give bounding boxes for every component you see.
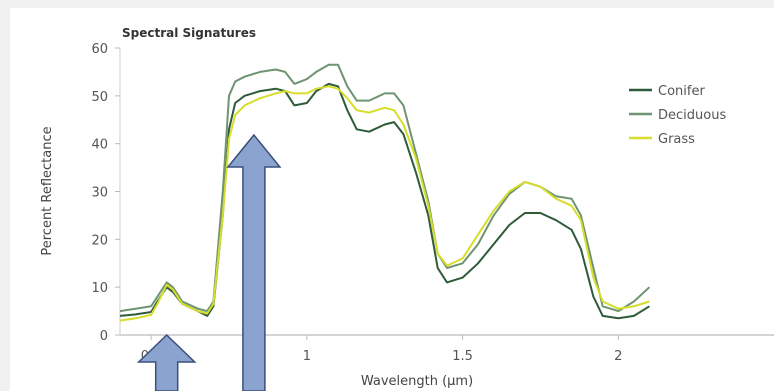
y-tick-label: 40 (91, 138, 108, 153)
arrow-green-peak (136, 333, 197, 391)
y-tick-label: 10 (91, 281, 108, 296)
x-tick-label: 1.5 (452, 349, 473, 364)
y-tick-label: 30 (91, 186, 108, 201)
series-lines (119, 63, 651, 322)
legend-label-conifer: Conifer (658, 84, 705, 99)
series-line-deciduous (119, 63, 651, 313)
x-tick-label: 1 (303, 349, 311, 364)
annotation-arrows (136, 133, 282, 391)
series-line-grass (119, 85, 650, 322)
legend-label-grass: Grass (658, 132, 695, 147)
series-line-conifer (119, 82, 650, 320)
chart-title: Spectral Signatures (122, 26, 256, 40)
x-axis-title: Wavelength (µm) (361, 374, 473, 389)
y-tick-label: 0 (100, 329, 108, 344)
x-tick-label: 2 (614, 349, 622, 364)
y-tick-label: 50 (91, 90, 108, 105)
y-axis-title: Percent Reflectance (40, 126, 55, 255)
arrow-red-edge (226, 133, 282, 391)
y-tick-labels: 0 10 20 30 40 50 60 (91, 42, 120, 344)
legend-label-deciduous: Deciduous (658, 108, 726, 123)
y-tick-label: 20 (91, 233, 108, 248)
y-tick-label: 60 (91, 42, 108, 57)
x-tick-labels: 0.511.52 (141, 335, 622, 364)
legend: Conifer Deciduous Grass (629, 84, 726, 147)
